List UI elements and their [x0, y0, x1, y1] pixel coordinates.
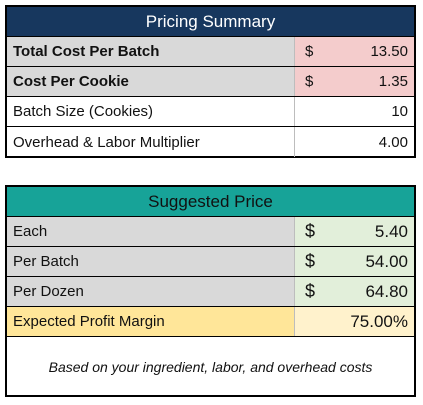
price-each-label[interactable]: Each [7, 217, 295, 246]
suggested-price-header[interactable]: Suggested Price [7, 187, 414, 217]
suggested-price-table: Suggested Price Each $ 5.40 Per Batch $ … [5, 185, 416, 397]
profit-margin-value: 75.00% [350, 311, 408, 331]
pricing-summary-header[interactable]: Pricing Summary [7, 7, 414, 37]
currency-symbol: $ [305, 73, 314, 90]
overhead-multiplier-value: 4.00 [378, 133, 408, 151]
cost-per-cookie-label[interactable]: Cost Per Cookie [7, 67, 295, 96]
total-cost-per-batch-value: 13.50 [370, 43, 408, 60]
price-per-batch-label[interactable]: Per Batch [7, 247, 295, 276]
profit-margin-row: Expected Profit Margin 75.00% [7, 307, 414, 337]
price-per-batch-value-cell[interactable]: $ 54.00 [295, 247, 414, 276]
currency-symbol: $ [305, 281, 316, 301]
price-per-batch-row: Per Batch $ 54.00 [7, 247, 414, 277]
currency-symbol: $ [305, 43, 314, 60]
total-cost-per-batch-row: Total Cost Per Batch $ 13.50 [7, 37, 414, 67]
overhead-multiplier-row: Overhead & Labor Multiplier 4.00 [7, 127, 414, 157]
pricing-summary-table: Pricing Summary Total Cost Per Batch $ 1… [5, 5, 416, 158]
pricing-note[interactable]: Based on your ingredient, labor, and ove… [48, 359, 373, 375]
cost-per-cookie-row: Cost Per Cookie $ 1.35 [7, 67, 414, 97]
currency-symbol: $ [305, 251, 316, 271]
overhead-multiplier-label[interactable]: Overhead & Labor Multiplier [7, 127, 295, 157]
batch-size-value-cell[interactable]: 10 [295, 97, 414, 126]
overhead-multiplier-value-cell[interactable]: 4.00 [295, 127, 414, 157]
cost-per-cookie-value-cell[interactable]: $ 1.35 [295, 67, 414, 96]
price-each-value-cell[interactable]: $ 5.40 [295, 217, 414, 246]
batch-size-label[interactable]: Batch Size (Cookies) [7, 97, 295, 126]
profit-margin-label[interactable]: Expected Profit Margin [7, 307, 295, 336]
price-per-dozen-value-cell[interactable]: $ 64.80 [295, 277, 414, 306]
batch-size-value: 10 [391, 103, 408, 120]
total-cost-per-batch-label[interactable]: Total Cost Per Batch [7, 37, 295, 66]
price-per-dozen-label[interactable]: Per Dozen [7, 277, 295, 306]
cost-per-cookie-value: 1.35 [378, 73, 408, 90]
price-per-batch-value: 54.00 [365, 251, 408, 271]
profit-margin-value-cell[interactable]: 75.00% [295, 307, 414, 336]
price-per-dozen-row: Per Dozen $ 64.80 [7, 277, 414, 307]
price-per-dozen-value: 64.80 [365, 281, 408, 301]
batch-size-row: Batch Size (Cookies) 10 [7, 97, 414, 127]
currency-symbol: $ [305, 221, 316, 241]
total-cost-per-batch-value-cell[interactable]: $ 13.50 [295, 37, 414, 66]
price-each-row: Each $ 5.40 [7, 217, 414, 247]
price-each-value: 5.40 [374, 221, 408, 241]
